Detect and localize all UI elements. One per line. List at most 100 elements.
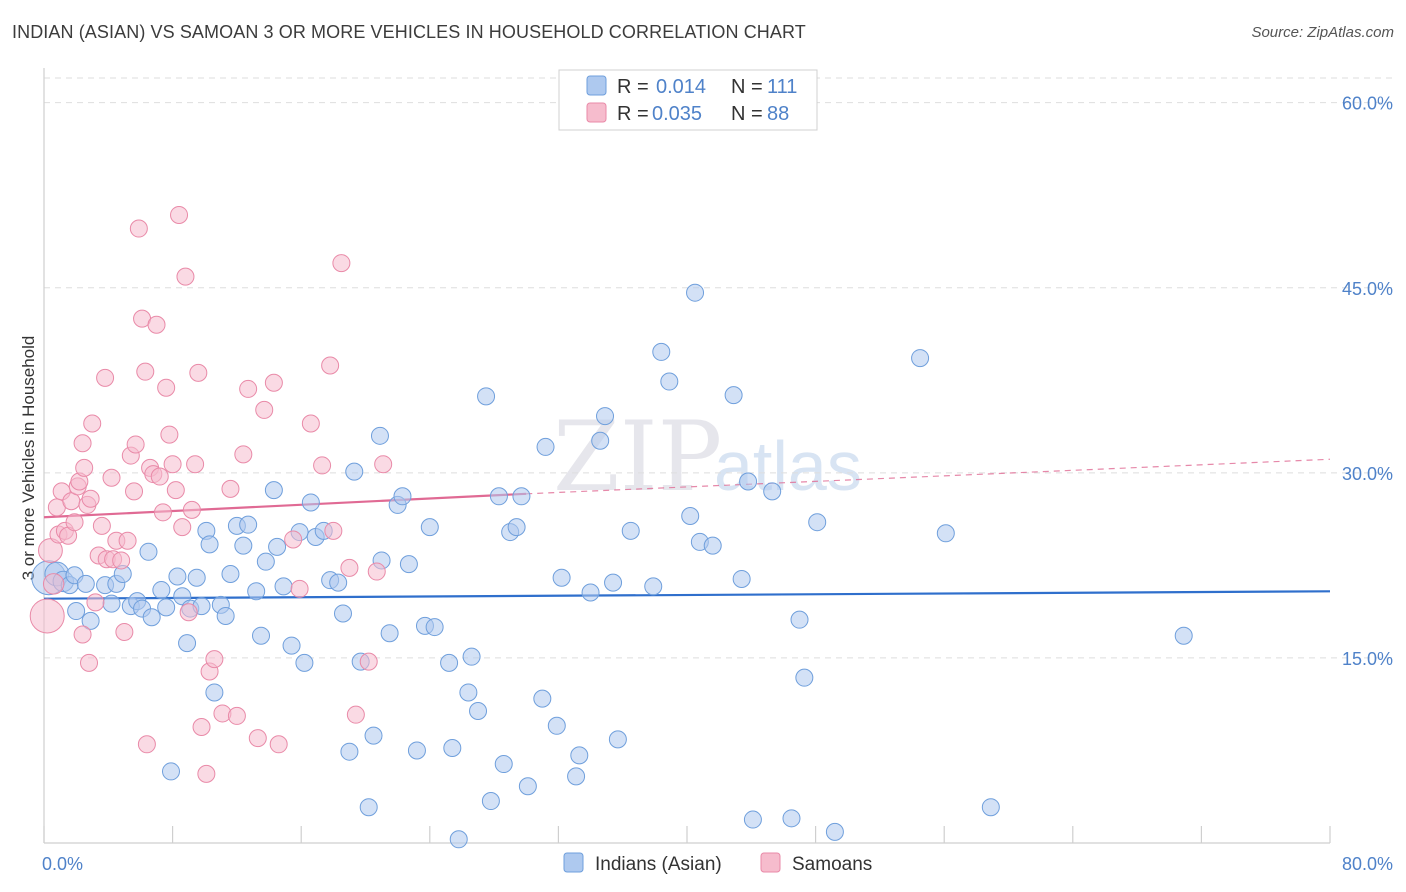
- watermark-zip: ZIP: [553, 401, 722, 513]
- indians-point-24: [187, 568, 206, 587]
- legend-swatch-samoans: [586, 102, 607, 123]
- x-tick-label-0: 0.0%: [42, 854, 83, 874]
- indians-point-63: [420, 518, 439, 537]
- legend-n-value-samoans: 88: [767, 103, 789, 125]
- indians-point-15: [139, 542, 158, 561]
- indians-point-5: [76, 574, 95, 593]
- samoans-point-12: [73, 434, 92, 453]
- tick-labels: 15.0% 30.0% 45.0% 60.0% 0.0% 80.0%: [42, 94, 1393, 874]
- indians-point-49: [333, 604, 352, 623]
- indians-point-65: [440, 653, 459, 672]
- samoans-point-77: [374, 455, 393, 474]
- indians-point-80: [536, 437, 555, 456]
- y-tick-label-3: 60.0%: [1342, 94, 1393, 114]
- samoans-point-43: [160, 425, 179, 444]
- samoans-point-65: [269, 735, 288, 754]
- samoans-point-2: [42, 573, 65, 595]
- legend-n-value-indians: 111: [767, 76, 797, 98]
- samoans-point-70: [321, 356, 340, 375]
- indians-point-103: [782, 809, 801, 828]
- indians-point-108: [911, 349, 930, 368]
- indians-point-106: [808, 513, 827, 532]
- indians-point-88: [604, 573, 623, 592]
- samoans-point-31: [125, 482, 144, 501]
- samoans-point-64: [264, 373, 283, 392]
- indians-point-109: [936, 524, 955, 543]
- samoans-point-48: [176, 267, 195, 286]
- indians-point-79: [533, 689, 552, 708]
- samoans-point-75: [359, 652, 378, 671]
- indians-point-27: [200, 535, 219, 554]
- samoans-point-29: [118, 531, 137, 550]
- indians-point-30: [216, 606, 235, 625]
- y-tick-label-2: 45.0%: [1342, 279, 1393, 299]
- indians-point-43: [295, 653, 314, 672]
- samoans-point-44: [163, 455, 182, 474]
- samoans-point-61: [239, 379, 258, 398]
- samoans-point-58: [221, 479, 240, 498]
- indians-point-93: [660, 372, 679, 391]
- samoans-point-54: [197, 764, 216, 783]
- indians-point-54: [364, 726, 383, 745]
- trend-line-samoans: [43, 492, 527, 519]
- indians-point-67: [449, 830, 468, 849]
- indians-point-37: [256, 552, 275, 571]
- indians-point-76: [507, 518, 526, 537]
- indians-point-84: [570, 746, 589, 765]
- bottom-legend-swatch-indians: [563, 852, 584, 873]
- indians-point-83: [567, 767, 586, 786]
- samoans-point-24: [102, 468, 121, 487]
- indians-point-92: [652, 342, 671, 361]
- indians-point-107: [825, 822, 844, 841]
- indians-point-40: [274, 577, 293, 596]
- indians-point-102: [763, 482, 782, 501]
- indians-point-31: [221, 565, 240, 584]
- indians-point-28: [205, 683, 224, 702]
- samoans-point-39: [147, 315, 166, 334]
- indians-point-85: [581, 583, 600, 602]
- indians-point-39: [268, 537, 287, 556]
- indians-point-97: [703, 536, 722, 555]
- indians-point-59: [393, 487, 412, 506]
- indians-point-91: [644, 577, 663, 596]
- indians-point-98: [724, 386, 743, 405]
- indians-point-44: [301, 493, 320, 512]
- indians-point-68: [459, 683, 478, 702]
- samoans-point-68: [301, 414, 320, 433]
- indians-point-33: [234, 536, 253, 555]
- indians-point-57: [380, 624, 399, 643]
- samoans-point-42: [157, 378, 176, 397]
- indians-point-19: [161, 762, 180, 781]
- samoans-point-47: [173, 518, 192, 537]
- indians-point-104: [790, 610, 809, 629]
- legend-r-label-indians: R =: [617, 76, 649, 98]
- indians-point-105: [795, 668, 814, 687]
- indians-point-81: [547, 716, 566, 735]
- legend-n-label-samoans: N =: [731, 103, 763, 125]
- trend-line-indians: [43, 590, 1331, 600]
- indians-point-34: [239, 515, 258, 534]
- samoans-point-9: [65, 513, 84, 532]
- samoans-point-62: [248, 729, 267, 748]
- gridlines: [44, 77, 1392, 659]
- samoans-point-76: [367, 562, 386, 581]
- indians-point-89: [608, 730, 627, 749]
- samoans-point-15: [81, 489, 100, 508]
- indians-point-55: [370, 426, 389, 445]
- samoans-point-60: [234, 445, 253, 464]
- chart-title: INDIAN (ASIAN) VS SAMOAN 3 OR MORE VEHIC…: [12, 22, 806, 42]
- bottom-legend-swatch-samoans: [760, 852, 781, 873]
- watermark-atlas: atlas: [714, 427, 862, 505]
- samoans-point-13: [75, 458, 94, 477]
- samoans-point-63: [255, 400, 274, 419]
- indians-point-9: [102, 594, 121, 613]
- indians-point-41: [282, 636, 301, 655]
- indians-point-95: [686, 283, 705, 302]
- indians-point-86: [591, 431, 610, 450]
- indians-point-78: [518, 777, 537, 796]
- samoans-point-66: [284, 530, 303, 549]
- samoans-point-1: [38, 538, 63, 563]
- source-credit: Source: ZipAtlas.com: [1251, 24, 1394, 41]
- indians-point-74: [494, 755, 513, 774]
